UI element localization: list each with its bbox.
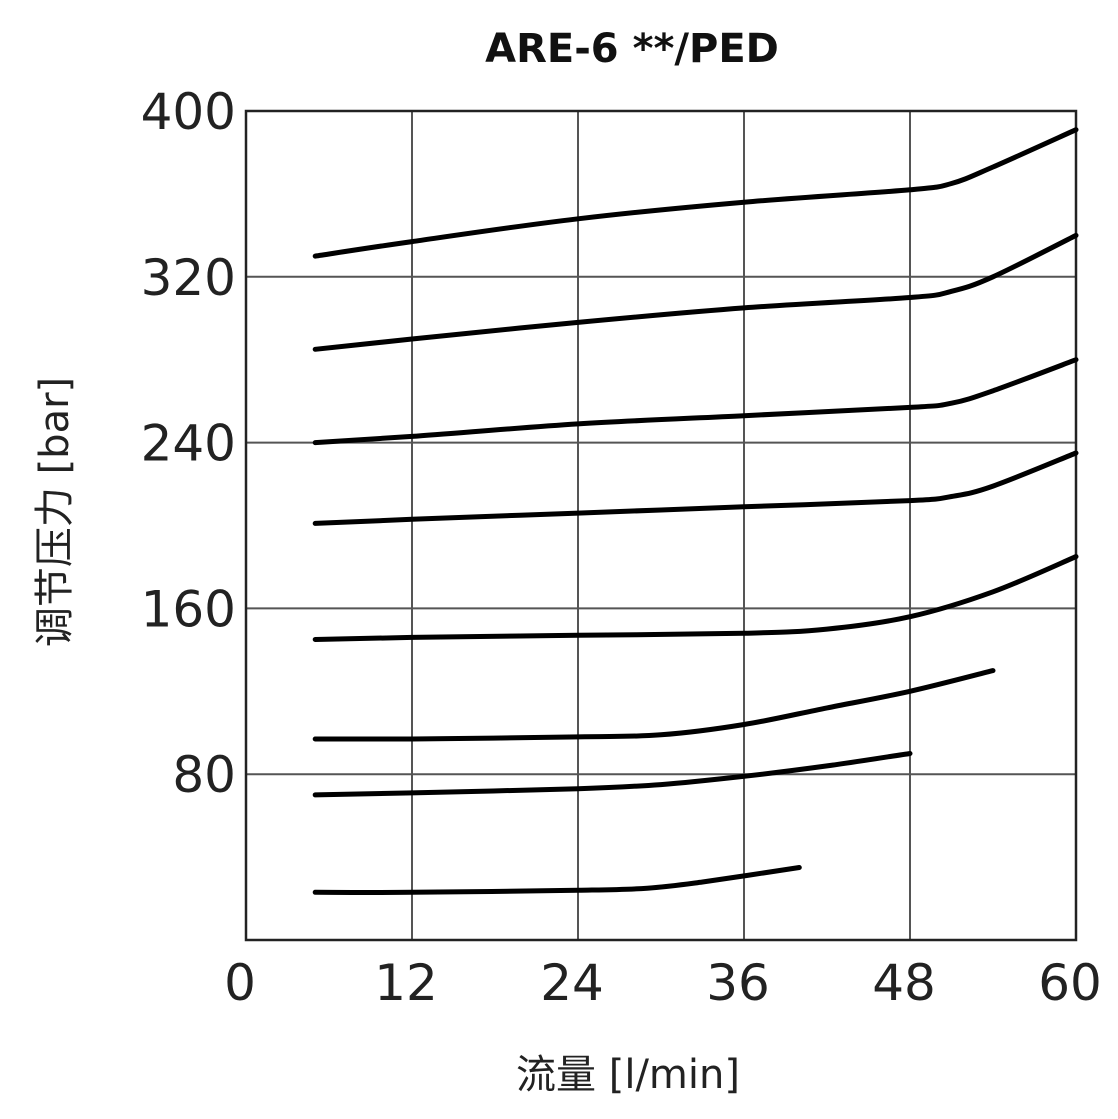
x-tick-label: 12 [374,954,438,1012]
x-tick-label: 0 [224,954,256,1012]
pressure-curve-8 [312,865,802,895]
plot-frame [244,109,1078,942]
chart-title: ARE-6 **/PED [485,26,779,72]
y-tick-label: 320 [141,249,236,307]
pressure-curve-5 [312,554,1079,642]
pressure-curve-7 [312,751,913,798]
x-tick-label: 48 [872,954,936,1012]
x-tick-label: 24 [540,954,604,1012]
pressure-curve-3 [312,357,1079,446]
tick-labels: 0 12 24 36 48 60 80 160 240 320 400 [141,83,1102,1012]
y-tick-label: 400 [141,83,236,141]
x-tick-label: 60 [1038,954,1102,1012]
pressure-curve-1 [312,127,1079,259]
pressure-curve-2 [312,232,1079,352]
y-tick-label: 160 [141,580,236,638]
y-tick-label: 240 [141,415,236,473]
pressure-curves [312,127,1079,895]
pressure-curve-4 [312,450,1079,526]
x-tick-label: 36 [706,954,770,1012]
x-axis-label: 流量 [l/min] [516,1052,740,1098]
grid-lines [246,111,1076,940]
pressure-curve-6 [312,668,996,742]
y-axis-label: 调节压力 [bar] [32,377,78,647]
y-tick-label: 80 [172,746,236,804]
